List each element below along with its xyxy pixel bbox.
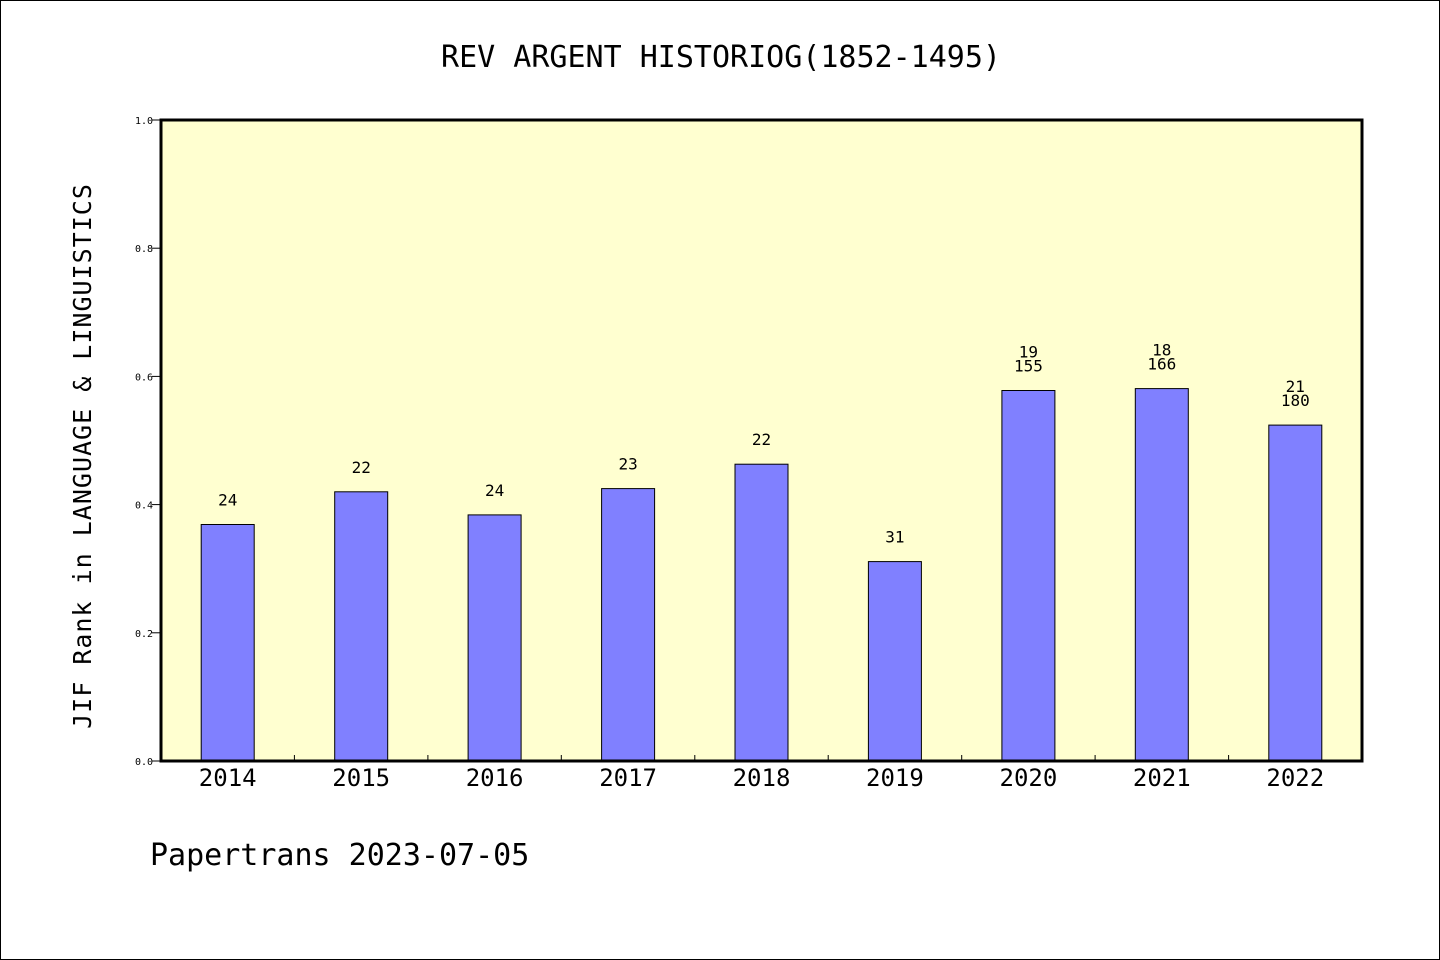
bar-label-2020-2: 155 <box>1014 357 1043 376</box>
x-tick-label-2016: 2016 <box>466 764 524 792</box>
bar-label-2014: 24 <box>218 491 237 510</box>
bar-2018 <box>734 463 789 762</box>
bar-2022 <box>1268 424 1323 762</box>
y-axis: 0.0 0.2 0.4 0.6 0.8 1.0 <box>135 116 161 768</box>
bar-2019 <box>867 561 922 762</box>
y-tick-label-0.2: 0.2 <box>135 629 153 640</box>
bar-label-2021-2: 166 <box>1147 355 1176 374</box>
y-tick-label-0.6: 0.6 <box>135 372 153 383</box>
x-tick-label-2017: 2017 <box>599 764 657 792</box>
bar-label-2021-1: 18 <box>1152 341 1171 360</box>
x-tick-label-2015: 2015 <box>332 764 390 792</box>
bar-2017 <box>601 488 656 762</box>
bar-label-2019: 31 <box>885 528 904 547</box>
x-axis: 2014 2015 2016 2017 2018 2019 2020 2021 2022 <box>199 755 1324 792</box>
y-tick-label-0.8: 0.8 <box>135 244 153 255</box>
bar-label-2022-1: 21 <box>1286 377 1305 396</box>
x-tick-label-2022: 2022 <box>1266 764 1324 792</box>
y-axis-label: JIF Rank in LANGUAGE & LINGUISTICS <box>68 183 97 729</box>
bar-2014 <box>200 524 255 762</box>
bar-label-2017: 23 <box>618 455 637 474</box>
x-tick-label-2018: 2018 <box>733 764 791 792</box>
bar-2015 <box>334 491 389 762</box>
bar-label-2022-2: 180 <box>1281 391 1310 410</box>
bar-label-2020-1: 19 <box>1019 343 1038 362</box>
footer-text: Papertrans 2023-07-05 <box>150 838 529 873</box>
chart-title: REV ARGENT HISTORIOG(1852-1495) <box>441 40 1001 75</box>
bar-label-2018: 22 <box>752 430 771 449</box>
x-tick-label-2021: 2021 <box>1133 764 1191 792</box>
plot-border <box>159 118 1364 763</box>
x-tick-label-2020: 2020 <box>1000 764 1058 792</box>
x-tick-label-2019: 2019 <box>866 764 924 792</box>
bar-label-2015: 22 <box>352 458 371 477</box>
y-tick-label-1.0: 1.0 <box>135 116 153 127</box>
bar-label-2016: 24 <box>485 481 504 500</box>
y-tick-label-0.0: 0.0 <box>135 757 153 768</box>
bar-2021 <box>1134 388 1189 762</box>
bar-2016 <box>467 514 522 762</box>
bar-2020 <box>1001 390 1056 762</box>
x-tick-label-2014: 2014 <box>199 764 257 792</box>
y-tick-label-0.4: 0.4 <box>135 501 153 512</box>
